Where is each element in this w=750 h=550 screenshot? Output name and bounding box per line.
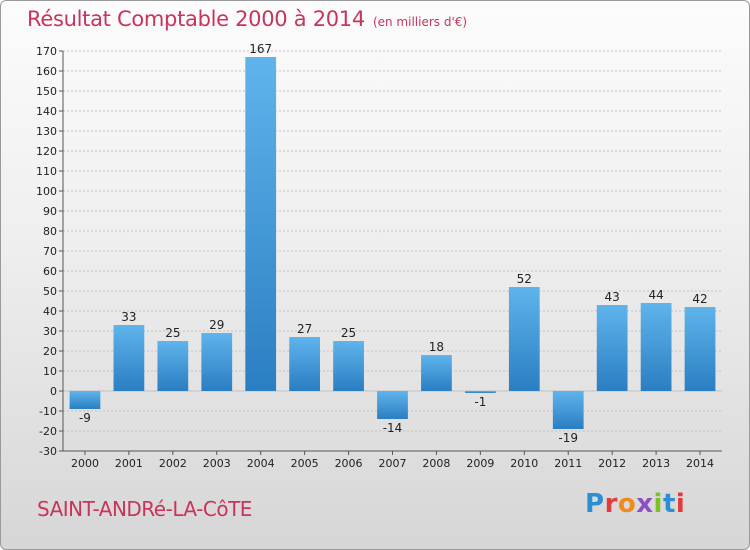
- y-tick-label: 170: [36, 45, 57, 58]
- bar-2010: [508, 287, 540, 391]
- bar-2000: [69, 391, 101, 409]
- y-tick-label: 140: [36, 105, 57, 118]
- y-tick-label: 90: [43, 205, 57, 218]
- x-tick-label: 2000: [71, 457, 99, 470]
- y-tick-label: 160: [36, 65, 57, 78]
- axis-layer: -30 -20 -10 0 10 20 30 40 50 60 70 80 90 100 110 120 130…: [36, 45, 722, 470]
- logo-letter: P: [585, 489, 605, 519]
- y-tick-label: 120: [36, 145, 57, 158]
- y-tick-label: 100: [36, 185, 57, 198]
- data-label-2012: 43: [605, 290, 620, 304]
- bar-2007: [377, 391, 408, 419]
- label-layer: -9 33 25 29 167 27 25 -14 18 -1 52 -19 43 44 42: [79, 42, 708, 445]
- data-label-2007: -14: [383, 421, 403, 435]
- x-tick-label: 2007: [379, 457, 407, 470]
- bar-2011: [552, 391, 584, 429]
- x-tick-label: 2005: [291, 457, 319, 470]
- x-tick-label: 2009: [466, 457, 494, 470]
- logo-letter: r: [604, 489, 618, 519]
- y-tick-label: 30: [43, 325, 57, 338]
- data-label-2004: 167: [249, 42, 272, 56]
- data-label-2008: 18: [429, 340, 444, 354]
- bar-2001: [113, 325, 145, 391]
- logo-letter: i: [653, 489, 663, 519]
- data-label-2013: 44: [648, 288, 663, 302]
- bar-2012: [596, 305, 628, 391]
- data-label-2003: 29: [209, 318, 224, 332]
- y-tick-label: 60: [43, 265, 57, 278]
- bar-layer: [69, 57, 716, 429]
- bar-2005: [289, 337, 321, 391]
- bar-2003: [201, 333, 233, 391]
- logo-letter: o: [617, 489, 637, 519]
- bar-2013: [640, 303, 672, 391]
- data-label-2010: 52: [517, 272, 532, 286]
- title-text: Résultat Comptable 2000 à 2014: [27, 7, 365, 31]
- data-label-2000: -9: [79, 411, 91, 425]
- bar-2009: [464, 391, 496, 393]
- bar-2004: [245, 57, 277, 391]
- x-tick-label: 2013: [642, 457, 670, 470]
- chart-title: Résultat Comptable 2000 à 2014 (en millie…: [27, 7, 467, 31]
- data-label-2011: -19: [558, 431, 578, 445]
- x-tick-label: 2001: [115, 457, 143, 470]
- y-tick-label: 130: [36, 125, 57, 138]
- x-tick-label: 2008: [422, 457, 450, 470]
- x-tick-label: 2010: [510, 457, 538, 470]
- data-label-2002: 25: [165, 326, 180, 340]
- y-tick-label: -30: [39, 445, 57, 458]
- x-tick-label: 2003: [203, 457, 231, 470]
- y-tick-label: 20: [43, 345, 57, 358]
- logo-letter: t: [662, 489, 676, 519]
- data-label-2005: 27: [297, 322, 312, 336]
- bar-2002: [157, 341, 189, 391]
- y-tick-label: -10: [39, 405, 57, 418]
- bar-2008: [421, 355, 452, 391]
- logo-letter: i: [675, 489, 686, 519]
- bar-2006: [333, 341, 364, 391]
- y-tick-label: 70: [43, 245, 57, 258]
- y-tick-label: 50: [43, 285, 57, 298]
- x-tick-label: 2012: [598, 457, 626, 470]
- data-label-2014: 42: [692, 292, 707, 306]
- y-tick-label: 110: [36, 165, 57, 178]
- y-tick-label: 80: [43, 225, 57, 238]
- x-tick-label: 2014: [686, 457, 714, 470]
- y-tick-label: 0: [50, 385, 57, 398]
- y-tick-label: -20: [39, 425, 57, 438]
- x-tick-label: 2011: [554, 457, 582, 470]
- x-tick-label: 2006: [335, 457, 363, 470]
- data-label-2006: 25: [341, 326, 356, 340]
- commune-name: SAINT-ANDRé-LA-CôTE: [37, 497, 252, 521]
- y-tick-label: 10: [43, 365, 57, 378]
- logo-letter: x: [636, 489, 654, 519]
- bar-2014: [684, 307, 716, 391]
- x-tick-label: 2002: [159, 457, 187, 470]
- y-tick-label: 40: [43, 305, 57, 318]
- data-label-2001: 33: [121, 310, 136, 324]
- y-tick-label: 150: [36, 85, 57, 98]
- title-unit: (en milliers d'€): [372, 15, 468, 29]
- proxiti-logo: Proxiti: [585, 489, 685, 519]
- x-tick-label: 2004: [247, 457, 275, 470]
- data-label-2009: -1: [474, 395, 486, 409]
